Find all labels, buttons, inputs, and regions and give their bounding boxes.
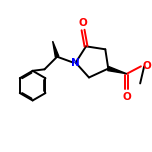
Polygon shape bbox=[53, 41, 59, 57]
Text: O: O bbox=[122, 92, 131, 102]
Polygon shape bbox=[108, 67, 127, 74]
Text: O: O bbox=[142, 61, 151, 71]
Text: N: N bbox=[71, 58, 80, 68]
Text: O: O bbox=[79, 18, 87, 28]
